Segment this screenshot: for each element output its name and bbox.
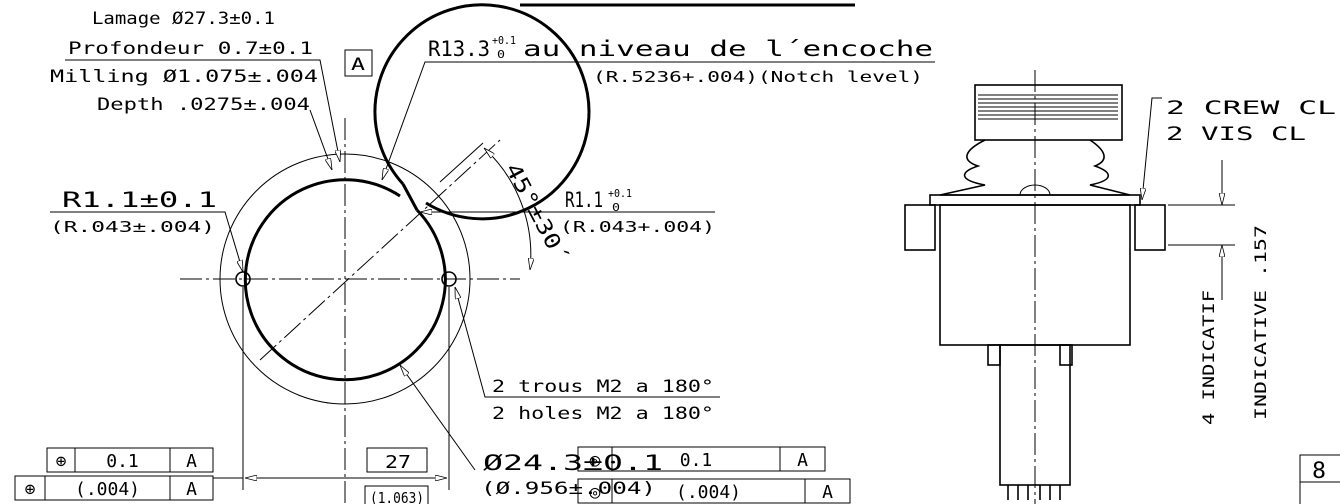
tolerance-upper: +0.1	[492, 34, 516, 47]
counterbore-en: Milling Ø1.075±.004	[50, 67, 318, 87]
datum-label: A	[351, 55, 365, 75]
height-fr: 4 INDICATIF	[1199, 290, 1218, 425]
height-en: INDICATIVE .157	[1251, 225, 1270, 420]
frame-tolerance: 0.1	[680, 450, 713, 471]
frame-datum: A	[822, 482, 833, 503]
counterbore-fr: Lamage Ø27.3±0.1	[92, 9, 275, 29]
depth-fr: Profondeur 0.7±0.1	[68, 39, 313, 59]
notch-note-fr: au niveau de l´encoche	[523, 37, 933, 61]
fillet-right: R1.1	[565, 188, 603, 212]
holes-en: 2 holes M2 a 180°	[492, 404, 714, 424]
tolerance-lower: 0	[497, 48, 505, 61]
frame-symbol: ◎	[590, 482, 601, 503]
tolerance-lower: 0	[612, 201, 620, 214]
notch-radius: R13.3	[428, 37, 490, 61]
frame-symbol: ⊕	[25, 479, 36, 500]
spacing-inch: (1.063)	[370, 489, 424, 504]
depth-en: Depth .0275±.004	[97, 95, 310, 115]
fillet-left-inch: (R.043±.004)	[50, 218, 215, 236]
spacing: 27	[385, 452, 411, 473]
frame-symbol: ⊕	[56, 451, 67, 472]
screw-note-en: 2 CREW CL	[1166, 97, 1336, 119]
frame-tolerance: (.004)	[676, 482, 741, 503]
screw-note-fr: 2 VIS CL	[1166, 123, 1306, 145]
frame-tolerance: 0.1	[106, 451, 139, 472]
tolerance-upper: +0.1	[608, 187, 632, 200]
frame-symbol: ◎	[590, 450, 601, 471]
frame-datum: A	[186, 479, 197, 500]
frame-datum: A	[186, 451, 197, 472]
holes-fr: 2 trous M2 a 180°	[492, 377, 714, 397]
frame-datum: A	[797, 450, 808, 471]
fillet-right-inch: (R.043+.004)	[560, 218, 715, 236]
zone-label: 8	[1312, 459, 1326, 484]
notch-note-en: (R.5236+.004)(Notch level)	[593, 68, 923, 86]
fillet-left: R1.1±0.1	[62, 188, 217, 212]
drawing: Lamage Ø27.3±0.1 Profondeur 0.7±0.1 Millin…	[0, 0, 1340, 504]
frame-tolerance: (.004)	[75, 479, 140, 500]
diameter-inch: (Ø.956±.004)	[481, 479, 656, 499]
